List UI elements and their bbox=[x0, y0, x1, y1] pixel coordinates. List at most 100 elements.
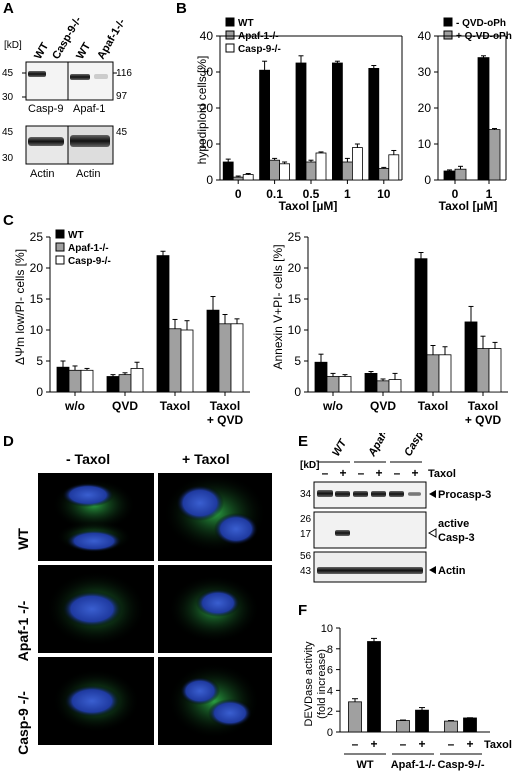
panel-b-charts: hypodiploid cells [%] Taxol [µM] Taxol [… bbox=[195, 17, 512, 212]
x-tick-label: Taxol bbox=[468, 399, 498, 413]
bar bbox=[415, 709, 429, 733]
bar bbox=[396, 720, 410, 733]
band-apaf1-wt bbox=[70, 74, 90, 80]
bar bbox=[68, 369, 82, 393]
panel-label-b: B bbox=[176, 0, 187, 17]
bar bbox=[388, 379, 402, 393]
d-col-plus: + Taxol bbox=[182, 451, 230, 467]
f-group-casp: Casp-9-/- bbox=[437, 759, 484, 771]
d-row-apaf: Apaf-1 -/- bbox=[15, 600, 31, 661]
bar bbox=[106, 376, 120, 393]
y-tick-label: 4 bbox=[327, 685, 333, 697]
mw-a-97: 97 bbox=[116, 91, 128, 102]
x-tick-label: 0.1 bbox=[266, 187, 283, 201]
y-tick-label: 10 bbox=[288, 323, 302, 337]
e-group-apaf: Apaf-1-/- bbox=[366, 433, 399, 459]
bar bbox=[315, 152, 327, 181]
band-casp9-wt bbox=[28, 71, 46, 77]
bar bbox=[338, 376, 352, 393]
y-tick-label: 40 bbox=[418, 29, 432, 43]
f-ylabel-2: (fold increase) bbox=[316, 649, 328, 719]
x-tick-label: 10 bbox=[377, 187, 391, 201]
panel-label-d: D bbox=[3, 433, 14, 450]
bar bbox=[414, 258, 428, 393]
f-group-apaf: Apaf-1-/- bbox=[391, 759, 436, 771]
kd-label: [kD] bbox=[4, 40, 22, 51]
d-col-minus: - Taxol bbox=[66, 451, 111, 467]
label-casp9: Casp-9 bbox=[28, 103, 63, 115]
bar bbox=[326, 376, 340, 393]
y-tick-label: 0 bbox=[36, 385, 43, 399]
bar bbox=[368, 68, 380, 181]
e-sign-3: – bbox=[358, 466, 365, 480]
e-sign-5: – bbox=[394, 466, 401, 480]
band-apaf1-ko bbox=[94, 74, 108, 79]
mw-a-b45r: 45 bbox=[116, 127, 128, 138]
bar bbox=[426, 354, 440, 393]
bar bbox=[476, 348, 490, 393]
bar bbox=[367, 641, 381, 733]
panel-label-f: F bbox=[298, 602, 308, 619]
panel-d: - Taxol + Taxol WT Apaf-1 -/- Casp-9 -/- bbox=[0, 433, 298, 778]
e-sign-2: + bbox=[339, 466, 346, 480]
x-tick-label: 1 bbox=[344, 187, 351, 201]
lane-wt-right: WT bbox=[74, 40, 93, 61]
x-tick-label: Taxol bbox=[210, 399, 240, 413]
e-actin: Actin bbox=[438, 565, 466, 577]
c-left-ylabel: ΔΨm low/PI- cells [%] bbox=[13, 249, 27, 365]
y-tick-label: 15 bbox=[30, 292, 44, 306]
panel-label-e: E bbox=[298, 433, 309, 450]
lane-apaf1: Apaf-1-/- bbox=[95, 17, 128, 62]
mw-a-116: 116 bbox=[116, 68, 132, 79]
b-right-xlabel: Taxol [µM] bbox=[439, 199, 498, 212]
d-row-wt: WT bbox=[15, 528, 31, 550]
panel-c-charts: ΔΨm low/PI- cells [%] Annexin V+PI- cell… bbox=[13, 229, 508, 427]
panel-a-blots: [kD] WT Casp-9-/- WT Apaf-1-/- 45 30 116… bbox=[2, 14, 132, 180]
bar bbox=[463, 717, 477, 733]
y-tick-label: 0 bbox=[327, 727, 333, 739]
microscopy-grid: WT Apaf-1 -/- Casp-9 -/- bbox=[15, 473, 272, 755]
y-tick-label: 30 bbox=[200, 65, 214, 79]
panel-label-c: C bbox=[3, 212, 14, 229]
panel-e-blots: WT Apaf-1-/- Casp-9-/- [kD] – + – + – + … bbox=[300, 433, 491, 583]
e-kd-label: [kD] bbox=[300, 460, 319, 471]
bar bbox=[438, 354, 452, 393]
y-tick-label: 6 bbox=[327, 665, 333, 677]
chart-b-left: 0 10 20 30 40 0 0.1 0.5 1 10 bbox=[200, 29, 403, 201]
bar bbox=[443, 170, 456, 181]
bar bbox=[168, 328, 182, 393]
y-tick-label: 0 bbox=[294, 385, 301, 399]
y-tick-label: 25 bbox=[30, 230, 44, 244]
label-actin-left: Actin bbox=[30, 168, 54, 180]
x-tick-label: 0.5 bbox=[303, 187, 320, 201]
c-legend-wt: WT bbox=[68, 230, 84, 241]
f-ylabel-1: DEVDase activity bbox=[303, 641, 315, 726]
chart-f: 0 2 4 6 8 10 bbox=[321, 623, 490, 739]
bar bbox=[230, 323, 244, 393]
y-tick-label: 10 bbox=[418, 137, 432, 151]
e-procasp: Procasp-3 bbox=[438, 489, 491, 501]
f-sign-3: – bbox=[400, 737, 407, 751]
e-group-casp: Casp-9-/- bbox=[402, 433, 436, 459]
f-sign-1: – bbox=[352, 737, 359, 751]
e-mw-56: 56 bbox=[300, 551, 312, 562]
x-tick-label: QVD bbox=[370, 399, 396, 413]
e-taxol: Taxol bbox=[428, 468, 456, 480]
bar bbox=[259, 69, 270, 181]
y-tick-label: 0 bbox=[206, 173, 213, 187]
bar bbox=[80, 369, 94, 393]
panel-f-chart: DEVDase activity (fold increase) 0 2 4 6 8 10… bbox=[303, 623, 512, 771]
mw-a-b30: 30 bbox=[2, 153, 14, 164]
f-sign-5: – bbox=[448, 737, 455, 751]
x-tick-label: + QVD bbox=[465, 413, 502, 427]
bar bbox=[118, 374, 132, 393]
y-tick-label: 5 bbox=[36, 354, 43, 368]
e-mw-26: 26 bbox=[300, 514, 312, 525]
bar bbox=[242, 174, 254, 181]
bar bbox=[376, 380, 390, 393]
bar bbox=[488, 348, 502, 393]
e-mw-34: 34 bbox=[300, 489, 312, 500]
x-tick-label: + QVD bbox=[207, 413, 244, 427]
